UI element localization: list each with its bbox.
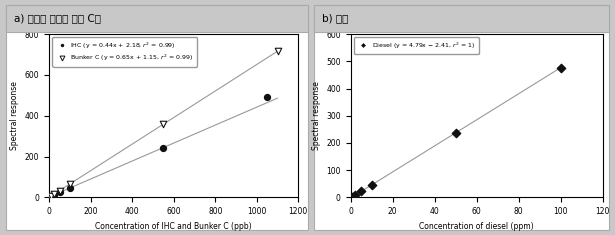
Point	[49, 193, 59, 197]
Point	[367, 183, 376, 187]
Point	[262, 95, 272, 98]
Point	[451, 131, 461, 135]
Point	[55, 191, 65, 194]
X-axis label: Concentration of diesel (ppm): Concentration of diesel (ppm)	[419, 222, 534, 231]
Point	[350, 194, 360, 197]
Point	[49, 192, 59, 196]
Point	[46, 194, 56, 198]
Point	[556, 66, 566, 70]
Point	[46, 195, 55, 198]
Text: a) 이란산 원유와 병커 C유: a) 이란산 원유와 병커 C유	[14, 13, 100, 23]
Point	[65, 186, 75, 190]
Point	[347, 196, 357, 199]
Point	[272, 49, 282, 53]
Y-axis label: Spectral response: Spectral response	[10, 81, 19, 150]
Point	[159, 146, 169, 149]
Point	[55, 189, 65, 192]
Text: b) 경유: b) 경유	[322, 13, 348, 23]
X-axis label: Concentration of IHC and Bunker C (ppb): Concentration of IHC and Bunker C (ppb)	[95, 222, 252, 231]
Y-axis label: Spectral response: Spectral response	[312, 81, 320, 150]
Point	[347, 195, 357, 199]
Point	[356, 189, 366, 193]
Point	[46, 195, 55, 198]
Point	[46, 194, 56, 198]
Point	[159, 122, 169, 126]
Point	[65, 182, 75, 186]
Legend: Diesel (y = 4.79x $-$ 2.41, $r^{2}$ = 1): Diesel (y = 4.79x $-$ 2.41, $r^{2}$ = 1)	[354, 37, 478, 54]
Legend: IHC (y = 0.44x + 2.18, $r^{2}$ = 0.99), Bunker C (y = 0.65x + 1.15, $r^{2}$ = 0.: IHC (y = 0.44x + 2.18, $r^{2}$ = 0.99), …	[52, 37, 197, 67]
